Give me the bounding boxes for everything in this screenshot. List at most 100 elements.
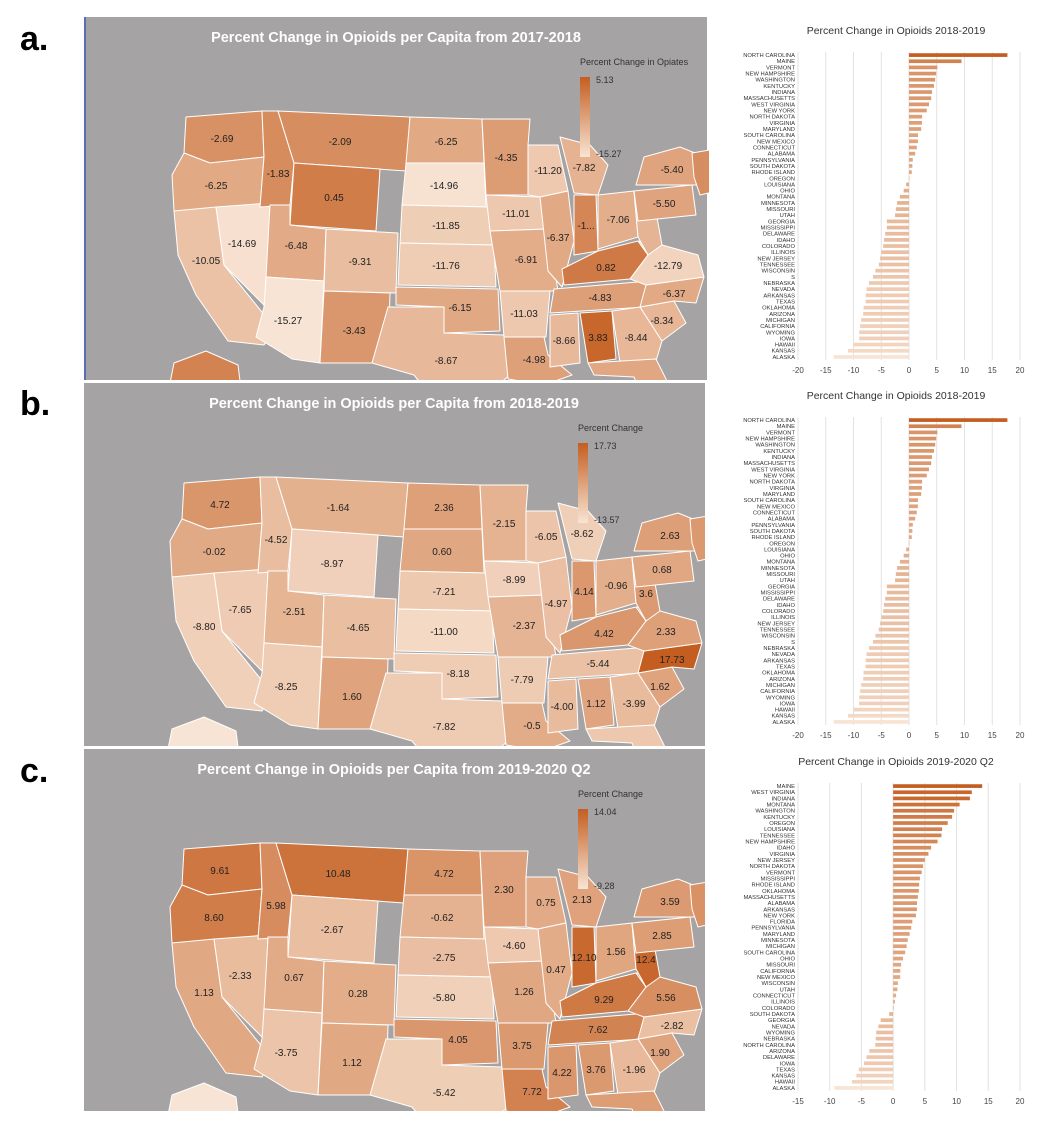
category-label: NEW MEXICO — [757, 504, 795, 510]
state-value-label: -7.06 — [607, 215, 630, 226]
bar — [909, 449, 934, 453]
category-label: ILLINOIS — [771, 615, 795, 621]
state-ar — [499, 290, 551, 338]
bar — [909, 127, 922, 131]
bar — [893, 882, 920, 887]
category-label: GEORGIA — [768, 219, 795, 225]
state-pa — [631, 916, 695, 954]
bar — [863, 1061, 894, 1066]
bar — [847, 713, 909, 718]
bar — [853, 342, 909, 347]
category-label: WEST VIRGINIA — [751, 790, 795, 796]
state-value-label: -1.96 — [623, 1065, 646, 1076]
bar — [903, 553, 909, 558]
state-value-label: -4.65 — [347, 623, 370, 634]
bar — [893, 876, 920, 881]
state-value-label: 2.63 — [660, 531, 680, 542]
bar — [893, 888, 919, 893]
bar — [885, 231, 909, 236]
state-value-label: -3.99 — [623, 699, 646, 710]
bar — [909, 467, 929, 472]
panel-label-b: b. — [20, 385, 51, 423]
category-label: VIRGINIA — [770, 852, 796, 858]
state-value-label: -8.66 — [553, 336, 576, 347]
category-label: OKLAHOMA — [762, 671, 795, 677]
category-label: TENNESSEE — [760, 833, 795, 839]
bar — [909, 424, 962, 429]
category-label: TEXAS — [776, 1067, 795, 1073]
category-label: INDIANA — [771, 90, 795, 96]
category-label: TENNESSEE — [760, 627, 795, 633]
category-label: ILLINOIS — [771, 250, 795, 256]
bar — [909, 430, 938, 435]
bar — [881, 615, 909, 620]
bar — [893, 919, 913, 924]
category-label: ARKANSAS — [763, 293, 795, 299]
category-label: SOUTH DAKOTA — [750, 529, 795, 535]
category-label: SOUTH CAROLINA — [743, 498, 795, 504]
bar — [883, 603, 909, 607]
state-value-label: 5.56 — [656, 993, 676, 1004]
x-tick-label: 0 — [891, 1097, 896, 1106]
state-value-label: 3.59 — [660, 897, 680, 908]
state-value-label: 1.56 — [606, 947, 626, 958]
state-value-label: -6.37 — [663, 289, 686, 300]
category-label: TEXAS — [776, 664, 795, 670]
bar — [851, 1079, 894, 1084]
bar — [868, 281, 909, 285]
panel-label-c: c. — [20, 752, 49, 790]
category-label: NORTH DAKOTA — [749, 480, 795, 486]
state-value-label: -11.03 — [510, 309, 538, 320]
bar-chart-c: Percent Change in Opioids 2019-2020 Q2 -1… — [722, 751, 1040, 1111]
bar-chart-title: Percent Change in Opioids 2018-2019 — [807, 25, 986, 37]
state-value-label: 1.26 — [514, 987, 534, 998]
category-label: WASHINGTON — [755, 78, 795, 84]
category-label: INDIANA — [771, 796, 795, 802]
state-value-label: -11.01 — [502, 209, 530, 220]
bar — [909, 133, 918, 138]
category-label: TENNESSEE — [760, 262, 795, 268]
state-pa — [633, 184, 697, 222]
bar-chart-svg: Percent Change in Opioids 2019-2020 Q2 -1… — [743, 756, 1025, 1106]
category-label: IDAHO — [777, 238, 796, 244]
state-al — [577, 676, 615, 730]
legend-gradient — [578, 809, 588, 889]
state-value-label: -6.25 — [435, 137, 458, 148]
bar — [886, 225, 909, 230]
category-label: HAWAII — [775, 1080, 796, 1086]
state-value-label: -8.67 — [435, 356, 458, 367]
x-tick-label: -10 — [848, 731, 860, 740]
category-label: S — [791, 640, 795, 646]
state-value-label: -4.98 — [523, 355, 546, 366]
state-value-label: -4.97 — [545, 599, 568, 610]
state-value-label: -1... — [577, 221, 594, 232]
bar — [893, 821, 948, 825]
category-label: OREGON — [769, 176, 795, 182]
state-value-label: -4.00 — [551, 702, 574, 713]
category-label: MINNESOTA — [761, 938, 795, 944]
state-value-label: -5.80 — [433, 993, 456, 1004]
category-label: MICHIGAN — [766, 944, 795, 950]
category-label: ALASKA — [772, 1086, 795, 1092]
category-label: MARYLAND — [763, 932, 795, 938]
category-label: NEW MEXICO — [757, 139, 795, 145]
category-label: COLORADO — [762, 244, 796, 250]
category-label: NEW HAMPSHIRE — [745, 72, 795, 78]
bar — [847, 348, 909, 353]
state-wy — [289, 162, 381, 232]
category-label: LOUISIANA — [764, 827, 795, 833]
category-label: OKLAHOMA — [762, 306, 795, 312]
x-tick-label: 0 — [907, 731, 912, 740]
category-label: NEW MEXICO — [757, 975, 795, 981]
bar — [895, 578, 909, 583]
category-label: FLORIDA — [770, 920, 795, 926]
state-pa — [631, 550, 695, 588]
state-value-label: -2.15 — [493, 519, 516, 530]
category-label: UTAH — [780, 578, 795, 584]
bar — [886, 590, 909, 595]
bar — [866, 287, 909, 292]
bar — [865, 299, 909, 304]
category-label: OHIO — [780, 957, 795, 963]
state-value-label: -5.50 — [653, 199, 676, 210]
state-value-label: -6.25 — [205, 181, 228, 192]
